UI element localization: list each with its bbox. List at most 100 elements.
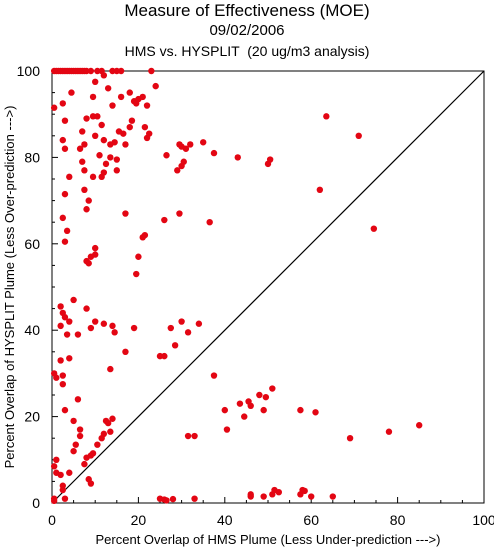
- data-point: [241, 413, 248, 420]
- data-point: [100, 72, 108, 79]
- data-point: [59, 136, 66, 144]
- data-point: [89, 173, 97, 181]
- data-point: [329, 493, 336, 500]
- y-axis-ticks: 0 20 40 60 80 100: [17, 63, 58, 511]
- data-point: [66, 355, 73, 362]
- y-tick-label: 100: [17, 63, 41, 79]
- data-point: [61, 406, 69, 414]
- data-point: [85, 197, 92, 204]
- data-point: [130, 324, 138, 332]
- y-tick-label: 40: [24, 322, 40, 338]
- data-point: [76, 432, 84, 440]
- data-point: [141, 123, 149, 131]
- data-point: [76, 145, 84, 152]
- data-point: [61, 190, 69, 198]
- data-point: [236, 400, 244, 407]
- data-point: [113, 156, 121, 163]
- data-point: [70, 296, 77, 304]
- data-point: [61, 314, 69, 321]
- data-point: [111, 329, 118, 336]
- data-point: [247, 402, 254, 409]
- x-tick-label: 0: [48, 512, 56, 528]
- data-point: [74, 396, 82, 403]
- data-point: [143, 134, 151, 142]
- data-point: [107, 154, 114, 161]
- data-point: [148, 67, 155, 75]
- data-point: [122, 141, 129, 148]
- data-point: [113, 167, 121, 174]
- x-axis-ticks: 0 20 40 60 80 100: [48, 497, 494, 528]
- data-point: [98, 121, 105, 129]
- data-point: [107, 365, 114, 373]
- data-point: [63, 227, 71, 235]
- data-point: [416, 422, 423, 429]
- x-tick-label: 80: [390, 512, 406, 528]
- data-point: [50, 463, 58, 470]
- data-point: [115, 128, 123, 135]
- data-point: [297, 406, 304, 414]
- data-point: [94, 113, 101, 120]
- data-point: [182, 145, 190, 152]
- data-point: [141, 231, 149, 239]
- data-point: [53, 456, 60, 463]
- data-point: [57, 303, 64, 310]
- data-point: [83, 115, 90, 122]
- chart-title: Measure of Effectiveness (MOE): [124, 1, 370, 20]
- data-point: [50, 497, 58, 505]
- y-tick-label: 80: [24, 149, 40, 165]
- data-point: [323, 113, 330, 120]
- data-point: [187, 141, 194, 148]
- data-point: [81, 141, 88, 148]
- data-point: [169, 495, 177, 503]
- data-point: [171, 342, 179, 349]
- data-point: [308, 493, 315, 500]
- y-tick-label: 60: [24, 236, 40, 252]
- data-point: [256, 391, 263, 399]
- data-point: [152, 82, 159, 90]
- data-point: [195, 320, 203, 327]
- data-point: [79, 128, 86, 135]
- data-point: [92, 318, 99, 325]
- data-point: [206, 219, 213, 226]
- data-point: [163, 152, 170, 159]
- data-point: [87, 324, 95, 332]
- data-point: [85, 260, 92, 267]
- data-point: [89, 93, 97, 101]
- data-point: [70, 447, 77, 455]
- y-axis-label: Percent Overlap of HYSPLIT Plume (Less O…: [2, 106, 17, 469]
- data-point: [83, 206, 90, 213]
- data-point: [59, 381, 66, 388]
- data-point: [346, 435, 354, 442]
- data-point: [269, 385, 276, 392]
- data-point: [59, 486, 66, 494]
- data-point: [66, 318, 73, 325]
- data-point: [81, 186, 88, 193]
- data-point: [210, 372, 218, 379]
- data-point: [102, 160, 110, 168]
- data-point: [184, 432, 192, 440]
- data-point: [53, 374, 60, 381]
- data-point: [191, 432, 198, 440]
- data-point: [109, 415, 116, 422]
- data-point: [176, 210, 183, 217]
- data-point: [117, 67, 125, 75]
- data-point: [72, 441, 79, 448]
- data-point: [126, 123, 133, 131]
- data-point: [61, 238, 69, 245]
- data-point: [74, 331, 82, 338]
- data-point: [143, 102, 151, 109]
- data-point: [385, 428, 393, 435]
- data-point: [92, 244, 99, 252]
- y-tick-label: 20: [24, 409, 40, 425]
- data-point: [355, 132, 362, 139]
- y-tick-label: 0: [32, 495, 40, 511]
- data-point: [174, 167, 181, 174]
- data-point: [104, 85, 112, 92]
- x-tick-label: 20: [131, 512, 147, 528]
- chart-subtitle-date: 09/02/2006: [209, 22, 285, 39]
- data-point: [83, 305, 90, 312]
- data-point: [133, 270, 140, 278]
- data-point: [178, 318, 185, 325]
- data-point: [50, 104, 58, 111]
